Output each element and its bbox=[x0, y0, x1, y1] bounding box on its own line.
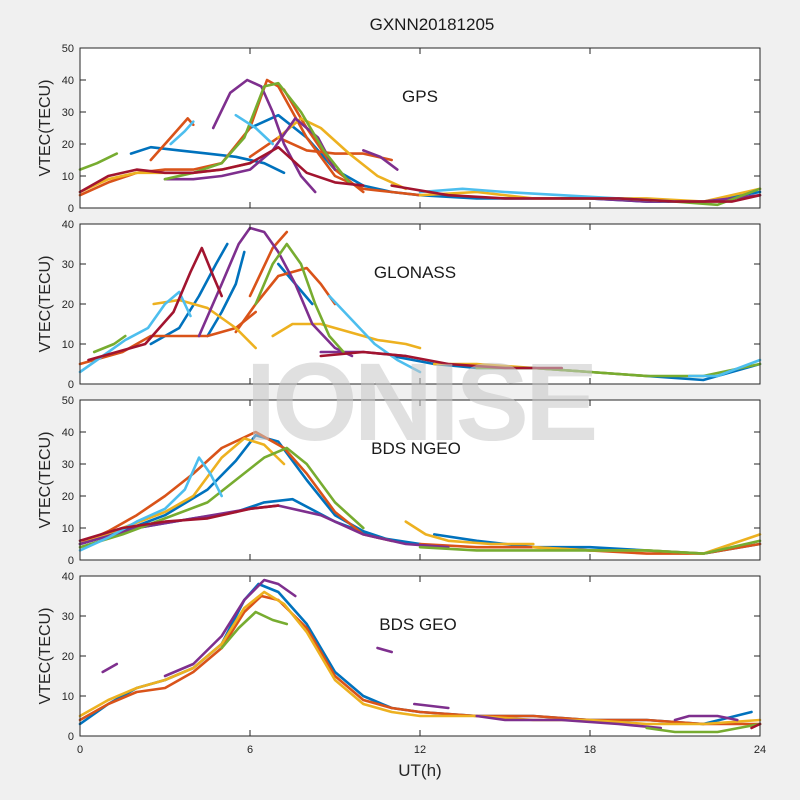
series-line-7 bbox=[412, 702, 450, 710]
series-line-6 bbox=[376, 646, 394, 654]
x-axis-label: UT(h) bbox=[398, 761, 441, 780]
x-tick-label: 0 bbox=[77, 744, 83, 756]
series-line-21 bbox=[78, 145, 365, 194]
series-line-7 bbox=[248, 230, 289, 298]
watermark: IONISE bbox=[246, 341, 595, 464]
y-tick-label: 30 bbox=[62, 611, 74, 623]
series-line-19 bbox=[234, 113, 275, 146]
series-line-11 bbox=[418, 539, 762, 555]
y-tick-label: 0 bbox=[68, 203, 74, 215]
panel-3: 0 10 20 30 40 50 BDS NGEO VTEC(TECU) bbox=[37, 395, 762, 567]
series-line-15 bbox=[78, 152, 119, 171]
y-tick-label: 10 bbox=[62, 339, 74, 351]
y-tick-label: 10 bbox=[62, 691, 74, 703]
figure-title: GXNN20181205 bbox=[370, 15, 495, 34]
series-line-19 bbox=[87, 246, 223, 362]
series-line-10 bbox=[78, 446, 365, 549]
y-tick-label: 30 bbox=[62, 459, 74, 471]
series-line-2 bbox=[206, 250, 246, 338]
series-line-10 bbox=[220, 610, 289, 650]
series-line-18 bbox=[169, 120, 195, 146]
y-tick-label: 50 bbox=[62, 395, 74, 407]
series-line-8 bbox=[152, 298, 257, 350]
series-line-22 bbox=[390, 184, 762, 203]
y-axis-label: VTEC(TECU) bbox=[37, 432, 54, 529]
panel-4: 0 10 20 30 40 0 6 12 18 24 BDS GEO VTEC(TECU) UT(h) bbox=[37, 571, 766, 780]
panel-2: 0 10 20 30 40 GLONASS VTEC(TECU) bbox=[37, 219, 762, 391]
y-tick-label: 40 bbox=[62, 427, 74, 439]
y-tick-label: 30 bbox=[62, 107, 74, 119]
y-tick-label: 0 bbox=[68, 731, 74, 743]
y-tick-label: 40 bbox=[62, 219, 74, 231]
series-line-7 bbox=[404, 520, 535, 546]
x-tick-label: 24 bbox=[754, 744, 766, 756]
series-line-12 bbox=[78, 456, 223, 552]
y-tick-label: 10 bbox=[62, 523, 74, 535]
series-line-9 bbox=[271, 322, 422, 350]
series-line-11 bbox=[645, 722, 762, 734]
series-line-11 bbox=[211, 78, 317, 194]
panel-title: BDS GEO bbox=[379, 615, 456, 634]
series-line-3 bbox=[78, 590, 762, 726]
y-tick-label: 30 bbox=[62, 259, 74, 271]
y-axis-label: VTEC(TECU) bbox=[37, 80, 54, 177]
y-tick-label: 40 bbox=[62, 571, 74, 583]
series-line-1 bbox=[129, 145, 286, 175]
y-tick-label: 20 bbox=[62, 299, 74, 311]
plot-area bbox=[80, 576, 760, 736]
y-tick-label: 10 bbox=[62, 171, 74, 183]
series-line-20 bbox=[319, 350, 564, 370]
y-tick-label: 40 bbox=[62, 75, 74, 87]
series-line-1 bbox=[149, 242, 229, 346]
series-line-9 bbox=[673, 714, 739, 722]
series-line-6 bbox=[248, 136, 394, 162]
series-line-8 bbox=[475, 714, 663, 730]
series-line-17 bbox=[327, 294, 422, 374]
y-tick-label: 20 bbox=[62, 651, 74, 663]
y-tick-label: 0 bbox=[68, 555, 74, 567]
panel-title: GLONASS bbox=[374, 263, 456, 282]
plot-area bbox=[80, 400, 760, 560]
series-line-18 bbox=[687, 358, 762, 378]
series-line-13 bbox=[92, 334, 127, 354]
series-line-13 bbox=[361, 149, 399, 171]
x-tick-label: 18 bbox=[584, 744, 596, 756]
series-line-5 bbox=[149, 117, 195, 162]
y-tick-label: 20 bbox=[62, 491, 74, 503]
y-axis-label: VTEC(TECU) bbox=[37, 608, 54, 705]
series-line-16 bbox=[163, 81, 351, 184]
panels: 0 10 20 30 40 50 GPS VTEC(TECU) 0 10 20 30 40 GLONASS… bbox=[37, 43, 766, 780]
y-tick-label: 50 bbox=[62, 43, 74, 55]
series-line-4 bbox=[101, 662, 119, 674]
series-line-12 bbox=[750, 722, 762, 730]
series-line-5 bbox=[163, 578, 297, 678]
series-line-13 bbox=[78, 504, 280, 543]
panel-title: BDS NGEO bbox=[371, 439, 461, 458]
y-axis-label: VTEC(TECU) bbox=[37, 256, 54, 353]
x-tick-label: 6 bbox=[247, 744, 253, 756]
series-line-11 bbox=[197, 226, 354, 358]
plot-area bbox=[80, 48, 760, 208]
y-tick-label: 0 bbox=[68, 379, 74, 391]
x-tick-label: 12 bbox=[414, 744, 426, 756]
series-line-4 bbox=[78, 430, 394, 546]
panel-title: GPS bbox=[402, 87, 438, 106]
y-tick-label: 20 bbox=[62, 139, 74, 151]
series-line-14 bbox=[254, 242, 345, 354]
panel-1: 0 10 20 30 40 50 GPS VTEC(TECU) bbox=[37, 43, 762, 215]
